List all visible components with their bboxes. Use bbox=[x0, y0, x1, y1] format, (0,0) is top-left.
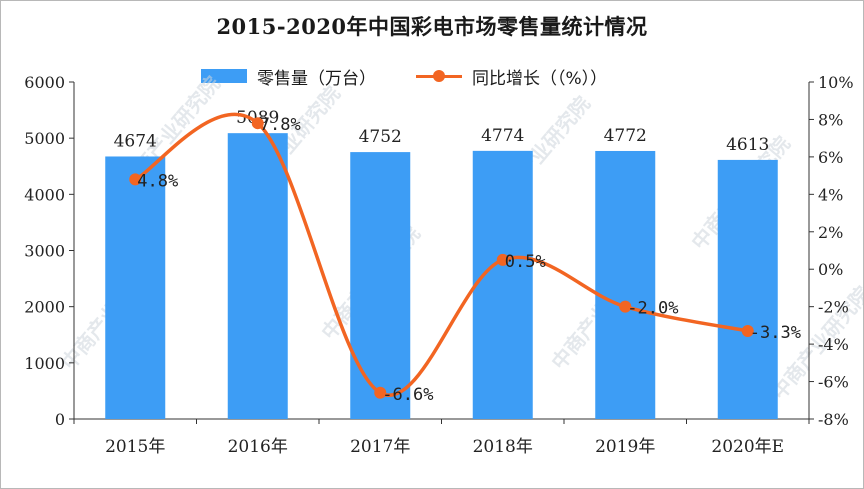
bar bbox=[717, 159, 778, 419]
y-right-tick-label: 0% bbox=[818, 260, 843, 279]
growth-point bbox=[251, 117, 264, 130]
x-tick-label: 2016年 bbox=[228, 437, 288, 457]
growth-point bbox=[496, 253, 509, 266]
y-right-tick-label: 10% bbox=[818, 73, 854, 92]
x-tick-label: 2019年 bbox=[595, 437, 655, 457]
bar bbox=[595, 150, 656, 420]
bar bbox=[227, 133, 288, 419]
bar-value-label: 4613 bbox=[726, 135, 769, 155]
x-tick-label: 2015年 bbox=[105, 437, 165, 457]
bar-value-label: 4752 bbox=[359, 127, 402, 147]
legend-swatch-line bbox=[416, 69, 462, 83]
x-tick-label: 2017年 bbox=[350, 437, 410, 457]
growth-point bbox=[741, 325, 754, 338]
growth-value-label: -2.0% bbox=[627, 299, 678, 319]
y-left-tick-label: 3000 bbox=[24, 242, 65, 261]
y-left-tick-label: 4000 bbox=[24, 185, 65, 204]
y-right-tick-label: 8% bbox=[818, 110, 843, 129]
y-left-tick-label: 5000 bbox=[24, 129, 65, 148]
y-right-tick-label: -4% bbox=[818, 335, 849, 354]
y-right-tick-label: 2% bbox=[818, 223, 843, 242]
y-right-tick-label: 4% bbox=[818, 185, 843, 204]
chart-legend: 零售量（万台） 同比增长（（%）） bbox=[201, 63, 647, 89]
x-tick-label: 2020年E bbox=[711, 437, 784, 457]
growth-value-label: 7.8% bbox=[260, 115, 301, 135]
legend-swatch-bar bbox=[201, 69, 247, 83]
bar bbox=[472, 150, 533, 419]
y-right-tick-label: -6% bbox=[818, 373, 849, 392]
y-left-tick-label: 2000 bbox=[24, 298, 65, 317]
growth-point bbox=[129, 173, 142, 186]
bar-value-label: 4772 bbox=[604, 126, 647, 146]
legend-item-line: 同比增长（（%）） bbox=[416, 64, 607, 89]
growth-point bbox=[374, 386, 387, 399]
chart-title: 2015-2020年中国彩电市场零售量统计情况 bbox=[216, 14, 648, 39]
bar-value-label: 4674 bbox=[114, 131, 157, 151]
y-left-tick-label: 1000 bbox=[24, 354, 65, 373]
y-left-tick-label: 6000 bbox=[24, 73, 65, 92]
growth-value-label: -3.3% bbox=[750, 323, 801, 343]
bar-value-label: 4774 bbox=[481, 126, 524, 146]
growth-line bbox=[134, 112, 749, 397]
growth-value-label: 4.8% bbox=[137, 171, 178, 191]
y-right-tick-label: -8% bbox=[818, 410, 849, 429]
growth-value-label: -6.6% bbox=[382, 385, 433, 405]
legend-item-bar: 零售量（万台） bbox=[201, 64, 376, 89]
legend-label-bar: 零售量（万台） bbox=[257, 68, 376, 89]
legend-label-line: 同比增长（（%）） bbox=[472, 68, 608, 89]
y-right-tick-label: 6% bbox=[818, 148, 843, 167]
growth-value-label: 0.5% bbox=[505, 252, 546, 272]
y-left-tick-label: 0 bbox=[55, 410, 65, 429]
bar bbox=[350, 152, 411, 419]
growth-point bbox=[619, 300, 632, 313]
y-right-tick-label: -2% bbox=[818, 298, 849, 317]
bar bbox=[105, 156, 166, 420]
x-tick-label: 2018年 bbox=[473, 437, 533, 457]
